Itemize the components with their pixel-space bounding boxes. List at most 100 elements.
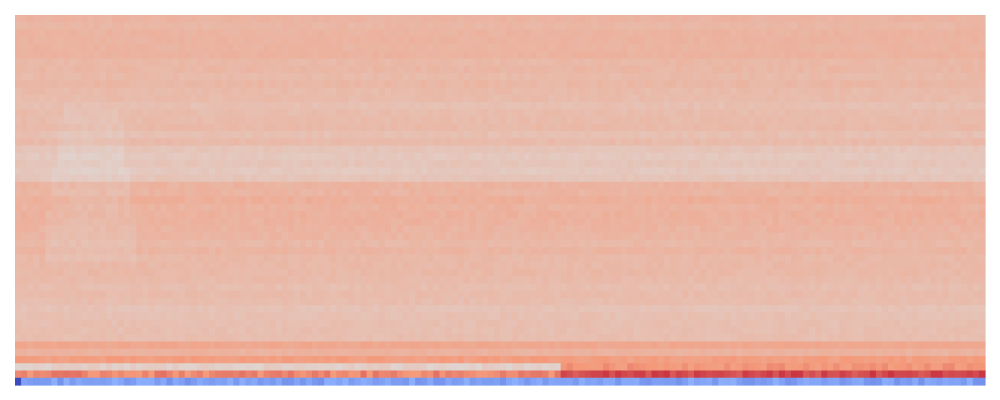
heatmap-cell	[281, 44, 289, 52]
heatmap-cell	[542, 22, 550, 31]
heatmap-cell	[421, 196, 428, 205]
heatmap-cell	[954, 196, 962, 205]
heatmap-cell	[299, 189, 307, 197]
heatmap-cell	[778, 116, 786, 125]
heatmap-cell	[112, 160, 119, 168]
heatmap-cell	[390, 87, 398, 96]
heatmap-cell	[366, 218, 374, 226]
heatmap-cell	[875, 102, 883, 110]
heatmap-cell	[221, 189, 228, 197]
heatmap-cell	[384, 73, 392, 81]
heatmap-cell	[81, 58, 89, 67]
heatmap-cell	[445, 167, 453, 176]
heatmap-cell	[966, 218, 974, 226]
heatmap-cell	[784, 145, 792, 154]
heatmap-cell	[972, 116, 980, 125]
heatmap-cell	[221, 239, 228, 248]
heatmap-cell	[15, 94, 22, 103]
heatmap-cell	[675, 65, 683, 74]
heatmap-cell	[154, 218, 162, 226]
heatmap-cell	[487, 167, 495, 176]
heatmap-cell	[118, 22, 125, 31]
heatmap-cell	[736, 123, 744, 132]
heatmap-cell	[75, 15, 83, 23]
heatmap-cell	[330, 160, 337, 168]
heatmap-cell	[318, 160, 325, 168]
heatmap-cell	[257, 65, 265, 74]
heatmap-cell	[445, 87, 453, 96]
heatmap-cell	[112, 167, 119, 176]
heatmap-cell	[784, 181, 792, 190]
heatmap-cell	[863, 203, 871, 212]
heatmap-cell	[833, 210, 841, 219]
heatmap-cell	[815, 29, 822, 38]
heatmap-cell	[839, 196, 847, 205]
heatmap-cell	[645, 51, 653, 60]
heatmap-cell	[875, 181, 883, 190]
heatmap-cell	[615, 218, 622, 226]
heatmap-cell	[493, 44, 501, 52]
heatmap-cell	[178, 29, 186, 38]
heatmap-cell	[657, 80, 665, 89]
heatmap-cell	[275, 181, 283, 190]
heatmap-cell	[772, 181, 780, 190]
heatmap-cell	[603, 203, 610, 212]
heatmap-cell	[506, 36, 513, 45]
heatmap-cell	[415, 102, 422, 110]
heatmap-cell	[584, 174, 592, 183]
heatmap-cell	[257, 160, 265, 168]
heatmap-cell	[839, 232, 847, 241]
heatmap-cell	[948, 232, 956, 241]
heatmap-cell	[184, 65, 192, 74]
heatmap-cell	[21, 29, 28, 38]
heatmap-cell	[900, 65, 907, 74]
heatmap-cell	[821, 160, 828, 168]
heatmap-cell	[184, 22, 192, 31]
heatmap-cell	[627, 80, 634, 89]
heatmap-cell	[930, 73, 938, 81]
heatmap-cell	[445, 116, 453, 125]
heatmap-cell	[269, 44, 277, 52]
heatmap-cell	[833, 232, 841, 241]
heatmap-cell	[154, 152, 162, 161]
heatmap-cell	[566, 22, 574, 31]
heatmap-cell	[912, 218, 919, 226]
heatmap-cell	[154, 160, 162, 168]
heatmap-cell	[87, 196, 95, 205]
heatmap-cell	[621, 58, 628, 67]
heatmap-cell	[827, 174, 835, 183]
heatmap-cell	[651, 51, 659, 60]
heatmap-cell	[730, 22, 738, 31]
heatmap-cell	[306, 116, 313, 125]
heatmap-cell	[15, 123, 22, 132]
heatmap-cell	[560, 116, 568, 125]
heatmap-cell	[881, 116, 889, 125]
heatmap-cell	[324, 160, 331, 168]
heatmap-cell	[966, 51, 974, 60]
heatmap-cell	[451, 80, 459, 89]
heatmap-cell	[778, 138, 786, 147]
heatmap-cell	[493, 51, 501, 60]
heatmap-cell	[651, 203, 659, 212]
heatmap-cell	[839, 29, 847, 38]
heatmap-cell	[797, 123, 804, 132]
heatmap-cell	[542, 196, 550, 205]
heatmap-cell	[51, 232, 59, 241]
heatmap-cell	[287, 145, 295, 154]
heatmap-cell	[27, 145, 34, 154]
heatmap-cell	[306, 102, 313, 110]
heatmap-cell	[148, 116, 156, 125]
heatmap-cell	[797, 203, 804, 212]
heatmap-cell	[948, 138, 956, 147]
heatmap-cell	[227, 131, 234, 139]
heatmap-cell	[760, 44, 768, 52]
heatmap-cell	[839, 210, 847, 219]
heatmap-cell	[463, 87, 471, 96]
heatmap-cell	[797, 36, 804, 45]
heatmap-cell	[481, 36, 489, 45]
heatmap-cell	[663, 109, 671, 118]
heatmap-cell	[560, 131, 568, 139]
heatmap-cell	[863, 218, 871, 226]
heatmap-cell	[748, 160, 756, 168]
heatmap-cell	[63, 232, 71, 241]
